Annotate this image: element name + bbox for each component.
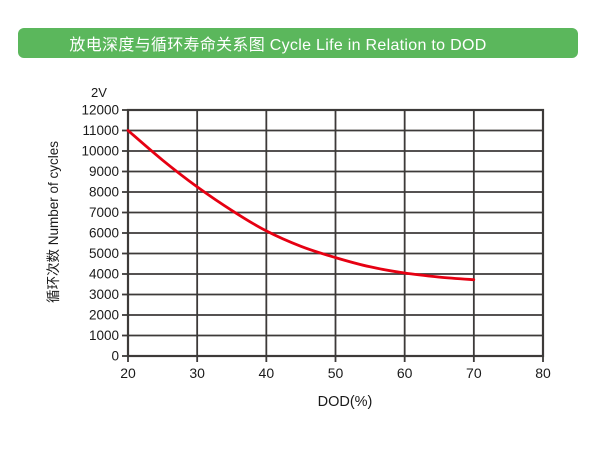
y-tick-label: 3000 <box>89 287 119 302</box>
y-tick-label: 11000 <box>82 123 119 138</box>
x-tick-label: 40 <box>259 365 275 381</box>
cycle-life-curve <box>126 129 476 282</box>
series-voltage-label: 2V <box>91 85 107 100</box>
y-tick-label: 7000 <box>89 205 119 220</box>
y-tick-label: 9000 <box>89 164 119 179</box>
y-tick-label: 5000 <box>89 246 119 261</box>
x-tick-label: 80 <box>535 365 551 381</box>
x-tick-label: 70 <box>466 365 482 381</box>
chart-title: 放电深度与循环寿命关系图 Cycle Life in Relation to D… <box>69 37 487 54</box>
y-tick-label: 10000 <box>81 144 119 159</box>
x-tick-label: 20 <box>120 365 136 381</box>
y-tick-label: 1000 <box>89 328 119 343</box>
x-tick-label: 30 <box>189 365 205 381</box>
y-tick-label: 12000 <box>81 103 119 118</box>
chart-title-bar: 放电深度与循环寿命关系图 Cycle Life in Relation to D… <box>18 28 578 58</box>
y-tick-label: 8000 <box>89 185 119 200</box>
y-tick-label: 4000 <box>89 267 119 282</box>
x-tick-label: 50 <box>328 365 344 381</box>
y-tick-label: 0 <box>111 349 119 364</box>
x-axis-title: DOD(%) <box>317 394 373 410</box>
y-tick-label: 6000 <box>89 226 119 241</box>
y-tick-label: 2000 <box>89 308 119 323</box>
y-axis-title: 循环次数 Number of cycles <box>46 140 61 304</box>
x-tick-label: 60 <box>397 365 413 381</box>
